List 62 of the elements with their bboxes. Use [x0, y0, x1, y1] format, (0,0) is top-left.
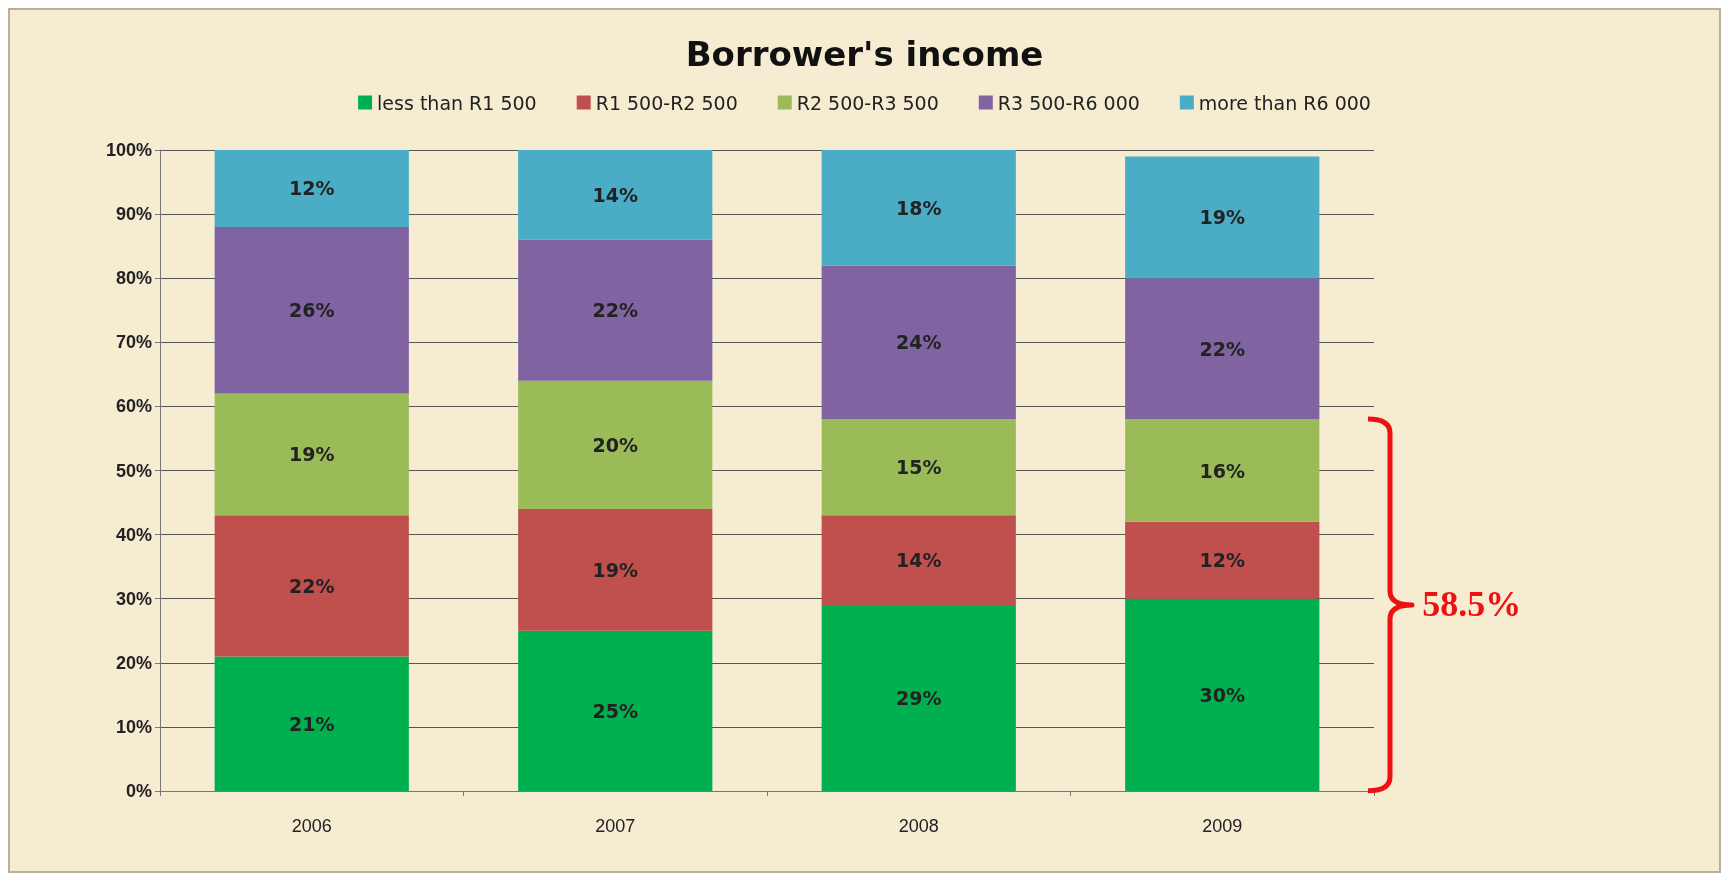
bar — [1125, 521, 1320, 599]
data-label: 30% — [1199, 683, 1245, 706]
y-tick-label: 0% — [125, 781, 152, 801]
y-tick-label: 50% — [115, 460, 152, 481]
data-label: 19% — [592, 558, 638, 581]
data-label: 24% — [896, 331, 942, 354]
y-tick-label: 80% — [115, 268, 152, 289]
data-label: 25% — [592, 699, 638, 722]
data-label: 21% — [289, 712, 335, 735]
x-tick-label: 2007 — [595, 816, 636, 836]
data-label: 22% — [592, 299, 638, 322]
bar — [214, 226, 409, 394]
data-label: 22% — [1199, 337, 1245, 360]
bar — [214, 150, 409, 227]
data-label: 18% — [896, 196, 942, 219]
bar — [214, 393, 409, 516]
data-label: 29% — [896, 687, 942, 710]
y-tick-label: 20% — [115, 652, 152, 673]
data-label: 12% — [289, 177, 335, 200]
y-tick-label: 30% — [115, 588, 152, 609]
legend-label: R3 500-R6 000 — [997, 91, 1140, 114]
bar — [821, 419, 1016, 516]
data-label: 20% — [592, 433, 638, 456]
bar — [518, 380, 713, 509]
data-label: 19% — [1199, 206, 1245, 229]
chart-title: Borrower's income — [685, 34, 1044, 74]
data-label: 14% — [896, 549, 942, 572]
legend-label: R1 500-R2 500 — [595, 91, 738, 114]
bar — [1125, 278, 1320, 420]
y-tick-label: 70% — [115, 332, 152, 353]
data-label: 15% — [896, 456, 942, 479]
bar — [1125, 156, 1320, 279]
bar — [1125, 419, 1320, 522]
x-tick-label: 2009 — [1202, 816, 1243, 836]
x-tick-label: 2008 — [898, 816, 939, 836]
legend-label: R2 500-R3 500 — [796, 91, 939, 114]
data-label: 26% — [289, 299, 335, 322]
text: 58.5% — [1422, 583, 1522, 626]
bar — [821, 150, 1016, 266]
y-tick-label: 90% — [115, 204, 152, 225]
data-label: 14% — [592, 183, 638, 206]
y-tick-label: 40% — [115, 524, 152, 545]
bar — [821, 605, 1016, 791]
bar — [821, 515, 1016, 606]
data-label: 12% — [1199, 549, 1245, 572]
bar — [214, 656, 409, 791]
legend-label: less than R1 500 — [377, 91, 537, 114]
data-label: 16% — [1199, 459, 1245, 482]
y-tick-label: 100% — [105, 140, 152, 160]
data-label: 22% — [289, 574, 335, 597]
bar — [518, 508, 713, 631]
y-tick-label: 10% — [115, 716, 152, 737]
bar — [518, 239, 713, 381]
bar — [214, 515, 409, 657]
bar — [821, 265, 1016, 420]
x-tick-label: 2006 — [291, 816, 332, 836]
y-tick-label: 60% — [115, 396, 152, 417]
legend-label: more than R6 000 — [1198, 91, 1371, 114]
bar — [1125, 598, 1320, 791]
data-label: 19% — [289, 443, 335, 466]
bar — [518, 630, 713, 791]
bar — [518, 150, 713, 240]
